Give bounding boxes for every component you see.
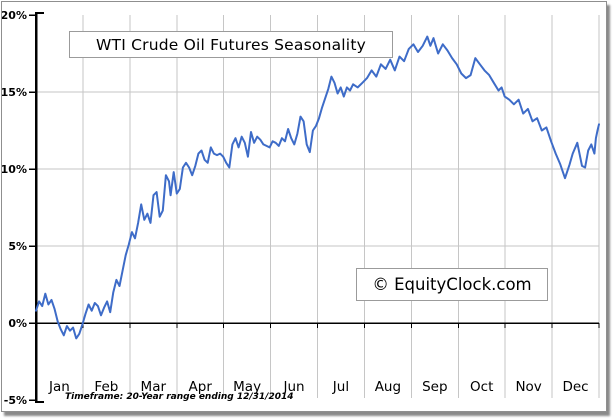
month-label: Jan bbox=[48, 379, 70, 395]
month-label: Apr bbox=[189, 379, 213, 395]
chart-frame: 20% 15% 10% 5% 0% -5% Jan Feb Mar Apr May Jun Jul Aug… bbox=[1, 1, 607, 412]
month-label: Sep bbox=[422, 379, 447, 395]
month-label: Aug bbox=[375, 379, 401, 395]
timeframe-footnote: Timeframe: 20-Year range ending 12/31/20… bbox=[65, 392, 294, 402]
month-label: Mar bbox=[141, 379, 167, 395]
watermark-box: © EquityClock.com bbox=[356, 268, 548, 301]
y-tick-label: 10% bbox=[2, 163, 27, 176]
y-tick-label: -5% bbox=[4, 394, 27, 407]
y-tick-label: 5% bbox=[8, 240, 27, 253]
month-label: May bbox=[233, 379, 261, 395]
month-label: Feb bbox=[94, 379, 118, 395]
month-label: Dec bbox=[562, 379, 588, 395]
month-label: Oct bbox=[470, 379, 493, 395]
y-tick-label: 15% bbox=[2, 86, 27, 99]
month-label: Jul bbox=[332, 379, 349, 395]
chart-title-box: WTI Crude Oil Futures Seasonality bbox=[69, 31, 393, 58]
watermark-text: © EquityClock.com bbox=[372, 275, 532, 294]
seasonality-line bbox=[35, 35, 600, 340]
month-label: Nov bbox=[515, 379, 541, 395]
y-tick-label: 20% bbox=[2, 9, 27, 22]
chart-title: WTI Crude Oil Futures Seasonality bbox=[96, 35, 366, 54]
month-label: Jun bbox=[282, 379, 304, 395]
y-tick-label: 0% bbox=[8, 317, 27, 330]
seasonality-plot: 20% 15% 10% 5% 0% -5% Jan Feb Mar Apr May Jun Jul Aug… bbox=[2, 9, 600, 407]
